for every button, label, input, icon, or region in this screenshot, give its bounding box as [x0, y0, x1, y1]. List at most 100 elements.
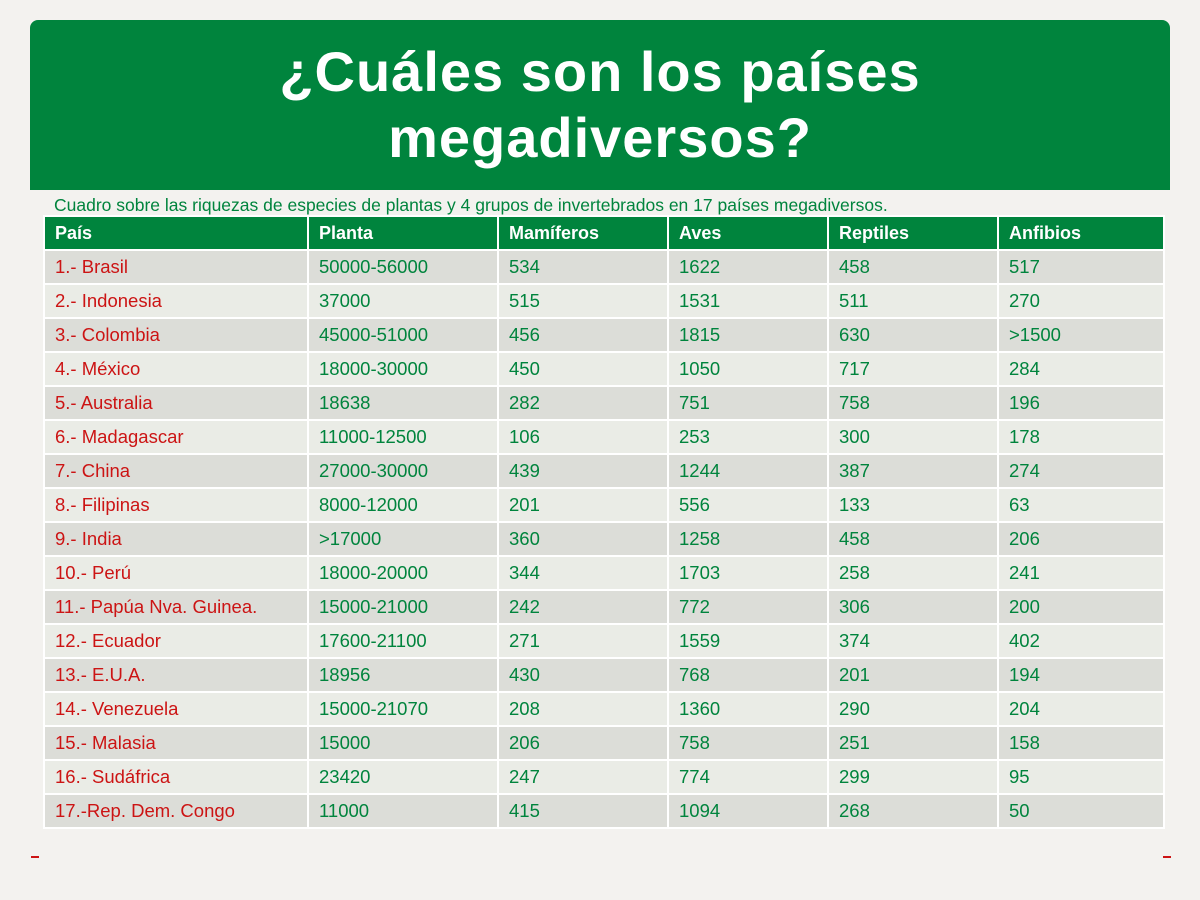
header-anfibios: Anfibios [997, 215, 1165, 251]
birds-cell: 1244 [667, 453, 829, 489]
mammals-cell: 271 [497, 623, 669, 659]
reptiles-cell: 290 [827, 691, 999, 727]
reptiles-cell: 258 [827, 555, 999, 591]
birds-cell: 1703 [667, 555, 829, 591]
table-row: 3.- Colombia 45000-51000 456 1815 630 >1500 [43, 317, 1165, 353]
birds-cell: 1815 [667, 317, 829, 353]
table-row: 12.- Ecuador 17600-21100 271 1559 374 402 [43, 623, 1165, 659]
amphibians-cell: 517 [997, 249, 1165, 285]
mammals-cell: 439 [497, 453, 669, 489]
country-cell: 15.- Malasia [43, 725, 309, 761]
reptiles-cell: 300 [827, 419, 999, 455]
mammals-cell: 206 [497, 725, 669, 761]
amphibians-cell: 196 [997, 385, 1165, 421]
plant-cell: 8000-12000 [307, 487, 499, 523]
plant-cell: 15000-21000 [307, 589, 499, 625]
amphibians-cell: 194 [997, 657, 1165, 693]
table-row: 1.- Brasil 50000-56000 534 1622 458 517 [43, 249, 1165, 285]
birds-cell: 1050 [667, 351, 829, 387]
table-row: 11.- Papúa Nva. Guinea. 15000-21000 242 772… [43, 589, 1165, 625]
plant-cell: 45000-51000 [307, 317, 499, 353]
title-banner: ¿Cuáles son los países megadiversos? [30, 20, 1170, 190]
country-cell: 17.-Rep. Dem. Congo [43, 793, 309, 829]
birds-cell: 1258 [667, 521, 829, 557]
reptiles-cell: 387 [827, 453, 999, 489]
table-caption: Cuadro sobre las riquezas de especies de… [54, 195, 888, 215]
table-row: 15.- Malasia 15000 206 758 251 158 [43, 725, 1165, 761]
birds-cell: 556 [667, 487, 829, 523]
amphibians-cell: 200 [997, 589, 1165, 625]
reptiles-cell: 758 [827, 385, 999, 421]
amphibians-cell: 63 [997, 487, 1165, 523]
table-row: 7.- China 27000-30000 439 1244 387 274 [43, 453, 1165, 489]
birds-cell: 758 [667, 725, 829, 761]
plant-cell: 23420 [307, 759, 499, 795]
table-header-row: País Planta Mamíferos Aves Reptiles Anfibios [43, 215, 1165, 251]
country-cell: 5.- Australia [43, 385, 309, 421]
table-row: 10.- Perú 18000-20000 344 1703 258 241 [43, 555, 1165, 591]
mammals-cell: 242 [497, 589, 669, 625]
country-cell: 1.- Brasil [43, 249, 309, 285]
mammals-cell: 415 [497, 793, 669, 829]
birds-cell: 1559 [667, 623, 829, 659]
amphibians-cell: 50 [997, 793, 1165, 829]
table-row: 2.- Indonesia 37000 515 1531 511 270 [43, 283, 1165, 319]
reptiles-cell: 630 [827, 317, 999, 353]
birds-cell: 1094 [667, 793, 829, 829]
reptiles-cell: 374 [827, 623, 999, 659]
table-row: 6.- Madagascar 11000-12500 106 253 300 178 [43, 419, 1165, 455]
table-row: 14.- Venezuela 15000-21070 208 1360 290 204 [43, 691, 1165, 727]
reptiles-cell: 458 [827, 521, 999, 557]
plant-cell: 17600-21100 [307, 623, 499, 659]
table-row: 17.-Rep. Dem. Congo 11000 415 1094 268 50 [43, 793, 1165, 829]
reptiles-cell: 251 [827, 725, 999, 761]
plant-cell: 27000-30000 [307, 453, 499, 489]
mammals-cell: 247 [497, 759, 669, 795]
amphibians-cell: 206 [997, 521, 1165, 557]
plant-cell: 18000-20000 [307, 555, 499, 591]
mammals-cell: 360 [497, 521, 669, 557]
country-cell: 13.- E.U.A. [43, 657, 309, 693]
amphibians-cell: 270 [997, 283, 1165, 319]
mammals-cell: 515 [497, 283, 669, 319]
country-cell: 10.- Perú [43, 555, 309, 591]
country-cell: 16.- Sudáfrica [43, 759, 309, 795]
mammals-cell: 282 [497, 385, 669, 421]
amphibians-cell: 274 [997, 453, 1165, 489]
table-row: 9.- India >17000 360 1258 458 206 [43, 521, 1165, 557]
plant-cell: 15000 [307, 725, 499, 761]
header-aves: Aves [667, 215, 829, 251]
amphibians-cell: 241 [997, 555, 1165, 591]
table-row: 13.- E.U.A. 18956 430 768 201 194 [43, 657, 1165, 693]
birds-cell: 1622 [667, 249, 829, 285]
birds-cell: 1360 [667, 691, 829, 727]
country-cell: 2.- Indonesia [43, 283, 309, 319]
table-row: 8.- Filipinas 8000-12000 201 556 133 63 [43, 487, 1165, 523]
country-cell: 9.- India [43, 521, 309, 557]
birds-cell: 1531 [667, 283, 829, 319]
reptiles-cell: 511 [827, 283, 999, 319]
amphibians-cell: 95 [997, 759, 1165, 795]
reptiles-cell: 458 [827, 249, 999, 285]
amphibians-cell: 204 [997, 691, 1165, 727]
header-reptiles: Reptiles [827, 215, 999, 251]
birds-cell: 774 [667, 759, 829, 795]
plant-cell: 18638 [307, 385, 499, 421]
mammals-cell: 534 [497, 249, 669, 285]
mammals-cell: 106 [497, 419, 669, 455]
table-row: 16.- Sudáfrica 23420 247 774 299 95 [43, 759, 1165, 795]
table-row: 5.- Australia 18638 282 751 758 196 [43, 385, 1165, 421]
mammals-cell: 430 [497, 657, 669, 693]
header-planta: Planta [307, 215, 499, 251]
reptiles-cell: 306 [827, 589, 999, 625]
right-dash-decoration [1163, 856, 1171, 858]
birds-cell: 768 [667, 657, 829, 693]
table-body: 1.- Brasil 50000-56000 534 1622 458 517 2.- In… [43, 249, 1165, 829]
plant-cell: 18956 [307, 657, 499, 693]
title-line-1: ¿Cuáles son los países [279, 40, 921, 103]
plant-cell: 11000 [307, 793, 499, 829]
reptiles-cell: 133 [827, 487, 999, 523]
reptiles-cell: 717 [827, 351, 999, 387]
mammals-cell: 201 [497, 487, 669, 523]
reptiles-cell: 299 [827, 759, 999, 795]
